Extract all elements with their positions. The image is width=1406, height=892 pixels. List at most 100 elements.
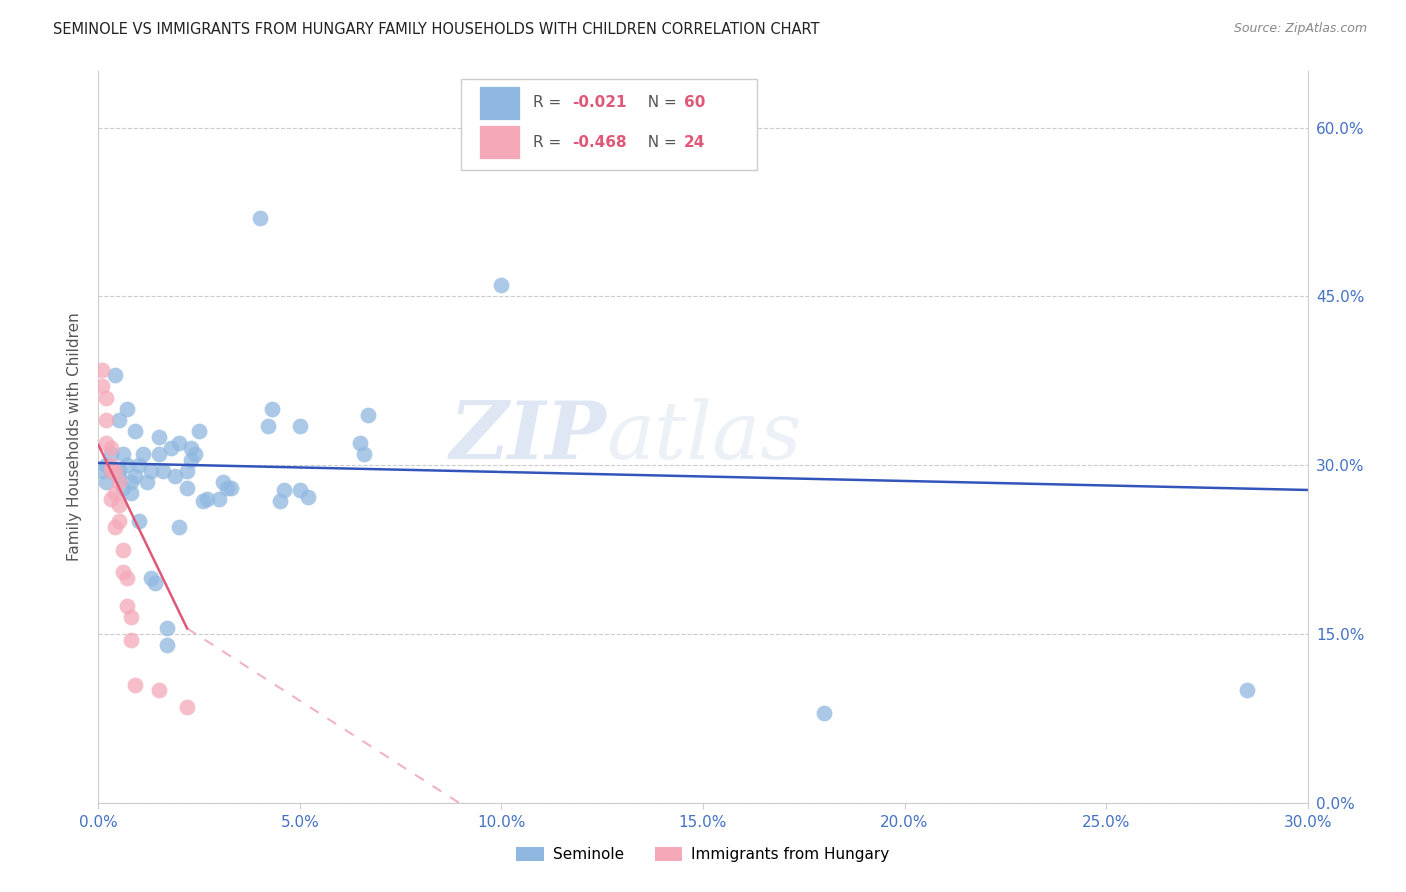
Point bbox=[148, 447, 170, 461]
Point bbox=[124, 425, 146, 439]
Point bbox=[139, 464, 162, 478]
Point bbox=[111, 565, 134, 579]
Point bbox=[249, 211, 271, 225]
Point bbox=[217, 481, 239, 495]
Point bbox=[128, 515, 150, 529]
Point bbox=[143, 576, 166, 591]
Point bbox=[124, 678, 146, 692]
Point bbox=[100, 458, 122, 473]
Point bbox=[100, 464, 122, 478]
Point bbox=[103, 464, 125, 478]
Text: 60: 60 bbox=[683, 95, 704, 111]
Text: Source: ZipAtlas.com: Source: ZipAtlas.com bbox=[1233, 22, 1367, 36]
Point bbox=[96, 458, 118, 473]
Point bbox=[107, 413, 129, 427]
Point bbox=[103, 486, 125, 500]
Point bbox=[100, 491, 122, 506]
Point bbox=[100, 464, 122, 478]
Point bbox=[96, 413, 118, 427]
Point bbox=[96, 391, 118, 405]
Point bbox=[156, 638, 179, 652]
Point bbox=[180, 452, 202, 467]
Point bbox=[128, 458, 150, 473]
Point bbox=[353, 447, 375, 461]
Point bbox=[115, 599, 138, 613]
Point bbox=[120, 632, 142, 647]
Point bbox=[115, 571, 138, 585]
Text: N =: N = bbox=[638, 135, 682, 150]
Point bbox=[91, 464, 114, 478]
Point bbox=[111, 447, 134, 461]
Point bbox=[132, 447, 155, 461]
Legend: Seminole, Immigrants from Hungary: Seminole, Immigrants from Hungary bbox=[510, 841, 896, 868]
Point bbox=[115, 401, 138, 416]
Point bbox=[148, 683, 170, 698]
Point bbox=[135, 475, 157, 489]
Point bbox=[115, 458, 138, 473]
FancyBboxPatch shape bbox=[461, 78, 758, 170]
Text: ZIP: ZIP bbox=[450, 399, 606, 475]
Point bbox=[163, 469, 186, 483]
Point bbox=[91, 379, 114, 393]
Point bbox=[288, 483, 311, 497]
FancyBboxPatch shape bbox=[479, 126, 520, 159]
Point bbox=[103, 464, 125, 478]
Point bbox=[107, 464, 129, 478]
Text: atlas: atlas bbox=[606, 399, 801, 475]
Point bbox=[156, 621, 179, 635]
Point bbox=[357, 408, 380, 422]
Point bbox=[120, 475, 142, 489]
Point bbox=[148, 430, 170, 444]
Text: R =: R = bbox=[533, 135, 565, 150]
Point bbox=[208, 491, 231, 506]
Text: SEMINOLE VS IMMIGRANTS FROM HUNGARY FAMILY HOUSEHOLDS WITH CHILDREN CORRELATION : SEMINOLE VS IMMIGRANTS FROM HUNGARY FAMI… bbox=[53, 22, 820, 37]
Point bbox=[221, 481, 243, 495]
Point bbox=[124, 469, 146, 483]
Point bbox=[103, 368, 125, 383]
Point bbox=[195, 491, 218, 506]
Point bbox=[167, 435, 190, 450]
Point bbox=[120, 610, 142, 624]
Point bbox=[176, 481, 198, 495]
Point bbox=[96, 475, 118, 489]
Point bbox=[297, 490, 319, 504]
Point bbox=[256, 418, 278, 433]
Text: -0.021: -0.021 bbox=[572, 95, 627, 111]
Text: 24: 24 bbox=[683, 135, 704, 150]
Point bbox=[273, 483, 295, 497]
Point bbox=[107, 469, 129, 483]
Point bbox=[96, 435, 118, 450]
Point bbox=[91, 362, 114, 376]
Point bbox=[160, 442, 183, 456]
Point bbox=[176, 700, 198, 714]
Point bbox=[260, 401, 283, 416]
Point bbox=[269, 494, 291, 508]
Point bbox=[111, 542, 134, 557]
Point bbox=[1236, 683, 1258, 698]
Point bbox=[107, 498, 129, 512]
Y-axis label: Family Households with Children: Family Households with Children bbox=[66, 313, 82, 561]
Text: R =: R = bbox=[533, 95, 565, 111]
Point bbox=[349, 435, 371, 450]
Text: N =: N = bbox=[638, 95, 682, 111]
Point bbox=[111, 481, 134, 495]
Point bbox=[107, 475, 129, 489]
Point bbox=[103, 520, 125, 534]
Point bbox=[100, 442, 122, 456]
Point bbox=[120, 486, 142, 500]
Point bbox=[813, 706, 835, 720]
FancyBboxPatch shape bbox=[479, 86, 520, 120]
Point bbox=[188, 425, 211, 439]
Point bbox=[152, 464, 174, 478]
Point bbox=[180, 442, 202, 456]
Point bbox=[184, 447, 207, 461]
Point bbox=[139, 571, 162, 585]
Point bbox=[193, 494, 215, 508]
Point bbox=[176, 464, 198, 478]
Point bbox=[100, 447, 122, 461]
Point bbox=[491, 278, 513, 293]
Point bbox=[107, 515, 129, 529]
Point bbox=[212, 475, 235, 489]
Point bbox=[288, 418, 311, 433]
Text: -0.468: -0.468 bbox=[572, 135, 627, 150]
